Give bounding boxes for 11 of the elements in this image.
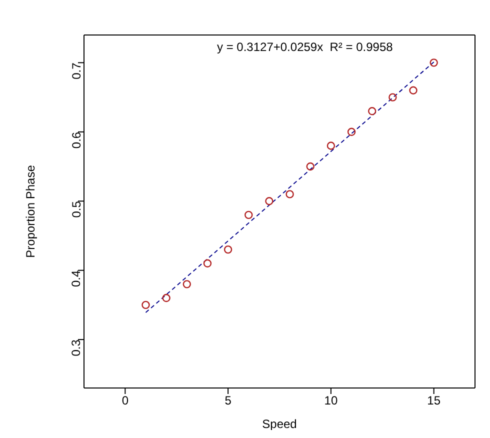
- x-tick-label: 5: [224, 394, 232, 408]
- annotation: y = 0.3127+0.0259x R² = 0.9958: [217, 40, 393, 54]
- y-axis-title: Proportion Phase: [23, 164, 38, 258]
- y-tick-label: 0.6: [69, 132, 84, 149]
- x-tick-label: 0: [122, 394, 129, 408]
- y-tick-label: 0.3: [69, 339, 84, 356]
- x-tick-label: 15: [427, 394, 441, 408]
- y-tick-label: 0.4: [69, 270, 84, 288]
- x-tick-label: 10: [324, 394, 338, 408]
- y-tick-label: 0.5: [69, 200, 84, 218]
- y-tick-label: 0.7: [69, 62, 84, 80]
